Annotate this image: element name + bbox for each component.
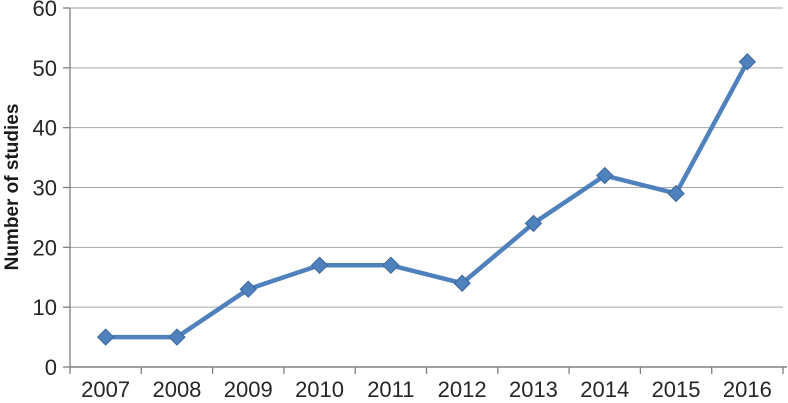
x-tick-label: 2012: [438, 377, 487, 402]
series-marker: [738, 53, 757, 71]
series-marker: [382, 256, 400, 274]
x-tick-label: 2009: [224, 377, 273, 402]
series-marker: [96, 328, 115, 346]
series-marker: [168, 328, 186, 346]
y-axis-title: Number of studies: [2, 104, 23, 271]
x-tick-label: 2016: [723, 377, 772, 402]
x-tick-label: 2011: [367, 377, 414, 402]
series-marker: [596, 166, 614, 185]
y-tick-label: 30: [33, 176, 57, 201]
series-marker: [453, 274, 471, 292]
series-marker: [524, 214, 543, 233]
y-tick-label: 10: [33, 295, 57, 320]
x-tick-label: 2010: [295, 377, 344, 402]
series-group: [96, 53, 757, 346]
x-tick-label: 2007: [81, 377, 130, 402]
y-tick-label: 50: [33, 56, 57, 81]
x-tick-label: 2014: [580, 377, 629, 402]
y-tick-label: 20: [33, 235, 57, 260]
x-tick-label: 2015: [652, 377, 701, 402]
series-marker: [667, 184, 685, 203]
y-tick-label: 0: [45, 355, 57, 380]
x-tick-label: 2013: [509, 377, 558, 402]
series-marker: [310, 256, 329, 274]
y-tick-label: 60: [33, 0, 57, 21]
x-tick-label: 2008: [152, 377, 201, 402]
series-line: [103, 59, 750, 340]
y-tick-label: 40: [33, 116, 57, 141]
series-marker: [239, 280, 257, 298]
gridlines-group: [70, 7, 783, 308]
axes-group: [63, 7, 787, 374]
tick-labels-group: 0 10 20 30 40 50 60 2007 2008 2009 2010 2011 2012 201…: [33, 0, 772, 402]
